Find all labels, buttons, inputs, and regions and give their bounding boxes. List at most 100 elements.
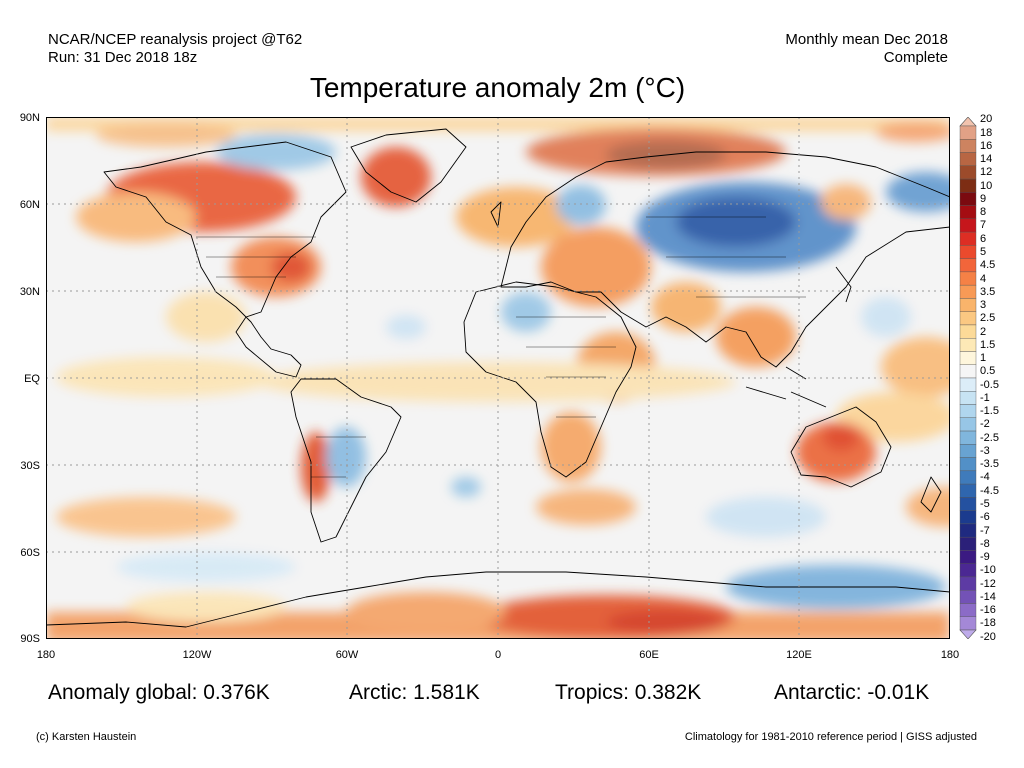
colorbar-swatch [959,351,977,365]
colorbar-label: 16 [980,139,993,152]
graticule [46,117,950,639]
colorbar-swatch [959,616,977,631]
lon-label-60e: 60E [639,649,659,661]
colorbar-swatch [959,444,977,458]
colorbar-label: -16 [980,604,996,617]
colorbar-swatch [959,231,977,246]
stat-global: Anomaly global: 0.376K [48,681,270,704]
colorbar-swatch [959,510,977,525]
colorbar-label: 9 [980,192,987,205]
lat-label-90s: 90S [20,633,40,645]
colorbar-swatch [959,338,977,352]
colorbar-label: -1 [980,391,990,404]
colorbar-swatch [959,391,977,405]
colorbar-label: -6 [980,511,990,524]
colorbar-label: 20 [980,113,993,126]
lat-label-90n: 90N [19,112,40,124]
colorbar-swatch [959,152,977,166]
colorbar-swatch [959,125,977,140]
temperature-anomaly-map [46,117,950,639]
anomaly-field [46,117,950,639]
colorbar-cap-top [959,117,977,127]
colorbar-label: -5 [980,498,990,510]
status-label: Complete [883,49,948,66]
lat-label-60n: 60N [19,199,40,211]
colorbar-swatch [959,470,977,485]
colorbar-label: 10 [980,179,993,192]
lon-label-120e: 120E [786,649,812,661]
colorbar-swatch [959,311,977,326]
colorbar-swatch [959,364,977,379]
colorbar-label: -12 [980,577,996,590]
colorbar-label: 1.5 [980,338,996,351]
lon-label-120w: 120W [182,649,212,661]
colorbar-swatch [959,192,977,206]
colorbar-swatch [959,165,977,180]
colorbar-swatch [959,324,977,339]
colorbar-label: 4 [980,272,987,285]
colorbar-swatch [959,563,977,578]
colorbar-swatch [959,497,977,511]
climatology-note: Climatology for 1981-2010 reference peri… [684,731,977,743]
colorbar-label: -18 [980,617,996,630]
colorbar-label: -9 [980,551,990,564]
colorbar-label: 14 [980,153,993,166]
colorbar-swatch [959,536,977,551]
colorbar-label: -2 [980,418,990,431]
colorbar-swatch [959,258,977,273]
colorbar-swatch [959,284,977,299]
lon-label-180w: 180 [36,649,56,661]
period-label: Monthly mean Dec 2018 [785,31,948,48]
lon-label-60w: 60W [335,649,359,661]
colorbar-label: 1 [980,352,987,365]
colorbar-swatch [959,205,977,220]
colorbar-swatch [959,550,977,564]
coastlines [46,128,950,628]
stat-tropics: Tropics: 0.382K [555,681,702,704]
lat-label-30n: 30N [19,286,40,298]
colorbar-label: 4.5 [980,259,996,272]
colorbar-swatch [959,523,977,538]
lat-label-eq: EQ [24,373,40,385]
run-label: Run: 31 Dec 2018 18z [48,49,198,66]
colorbar-swatch [959,245,977,259]
colorbar-label: -4.5 [980,484,999,497]
lon-label-0: 0 [494,649,502,661]
colorbar-label: 6 [980,232,987,245]
colorbar-swatch [959,218,977,233]
colorbar-label: 12 [980,166,993,179]
colorbar-label: -2.5 [980,431,999,444]
colorbar-label: -20 [980,630,996,643]
colorbar-label: -0.5 [980,378,999,391]
colorbar-swatch [959,377,977,392]
lat-label-60s: 60S [20,547,40,559]
lat-label-30s: 30S [20,460,40,472]
project-label: NCAR/NCEP reanalysis project @T62 [48,31,303,48]
stat-arctic: Arctic: 1.581K [349,681,480,704]
colorbar-cap-bottom [959,629,977,639]
colorbar-label: 8 [980,206,987,219]
colorbar-label: 2 [980,325,987,338]
colorbar-label: -3 [980,444,990,457]
colorbar-label: -10 [980,564,996,577]
colorbar-label: 3.5 [980,285,996,298]
colorbar-swatch [959,576,977,591]
colorbar-swatch [959,457,977,472]
colorbar-swatch [959,590,977,604]
colorbar-swatch [959,271,977,286]
colorbar-swatch [959,298,977,312]
colorbar-swatch [959,404,977,418]
colorbar-label: 18 [980,126,993,139]
colorbar-swatch [959,483,977,498]
colorbar-swatch [959,178,977,193]
colorbar-swatch [959,430,977,445]
map-title: Temperature anomaly 2m (°C) [309,72,686,103]
credit-label: (c) Karsten Haustein [36,731,137,743]
colorbar-swatch [959,603,977,617]
colorbar-label: -1.5 [980,405,999,418]
colorbar-label: -4 [980,471,990,484]
colorbar-label: 7 [980,219,987,232]
colorbar-swatch [959,139,977,153]
colorbar-label: 3 [980,299,987,312]
stat-antarctic: Antarctic: -0.01K [774,681,930,704]
